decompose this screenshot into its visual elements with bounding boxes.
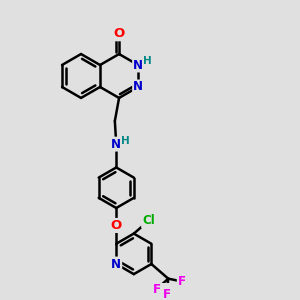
Text: N: N [133,80,143,94]
Text: Cl: Cl [142,214,155,227]
Text: O: O [113,27,125,40]
Text: F: F [152,283,160,296]
Text: H: H [143,56,152,66]
Text: F: F [178,275,186,288]
Text: F: F [163,288,171,300]
Text: O: O [111,219,122,232]
Text: N: N [133,58,143,71]
Text: N: N [111,138,121,151]
Text: H: H [121,136,130,146]
Text: N: N [111,257,121,271]
